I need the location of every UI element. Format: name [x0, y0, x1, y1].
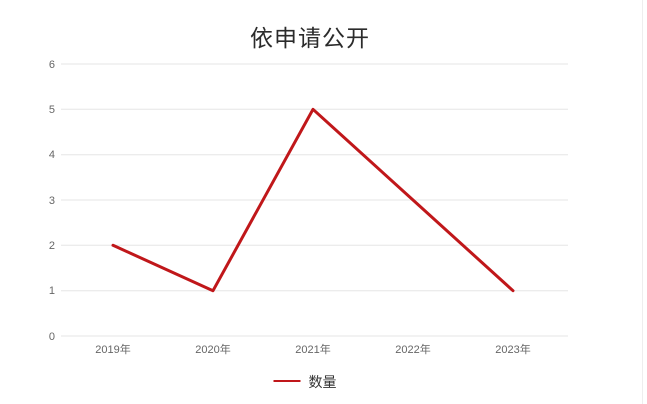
svg-text:4: 4	[49, 149, 55, 161]
svg-text:3: 3	[49, 195, 55, 207]
svg-text:2021年: 2021年	[295, 342, 330, 356]
svg-text:2022年: 2022年	[395, 342, 430, 356]
svg-text:2023年: 2023年	[495, 342, 530, 356]
svg-text:0: 0	[49, 331, 55, 343]
svg-text:2: 2	[49, 240, 55, 252]
svg-text:5: 5	[49, 104, 55, 116]
svg-text:2020年: 2020年	[195, 342, 230, 356]
svg-text:2019年: 2019年	[95, 342, 130, 356]
svg-text:1: 1	[49, 285, 55, 297]
svg-text:6: 6	[49, 59, 55, 71]
